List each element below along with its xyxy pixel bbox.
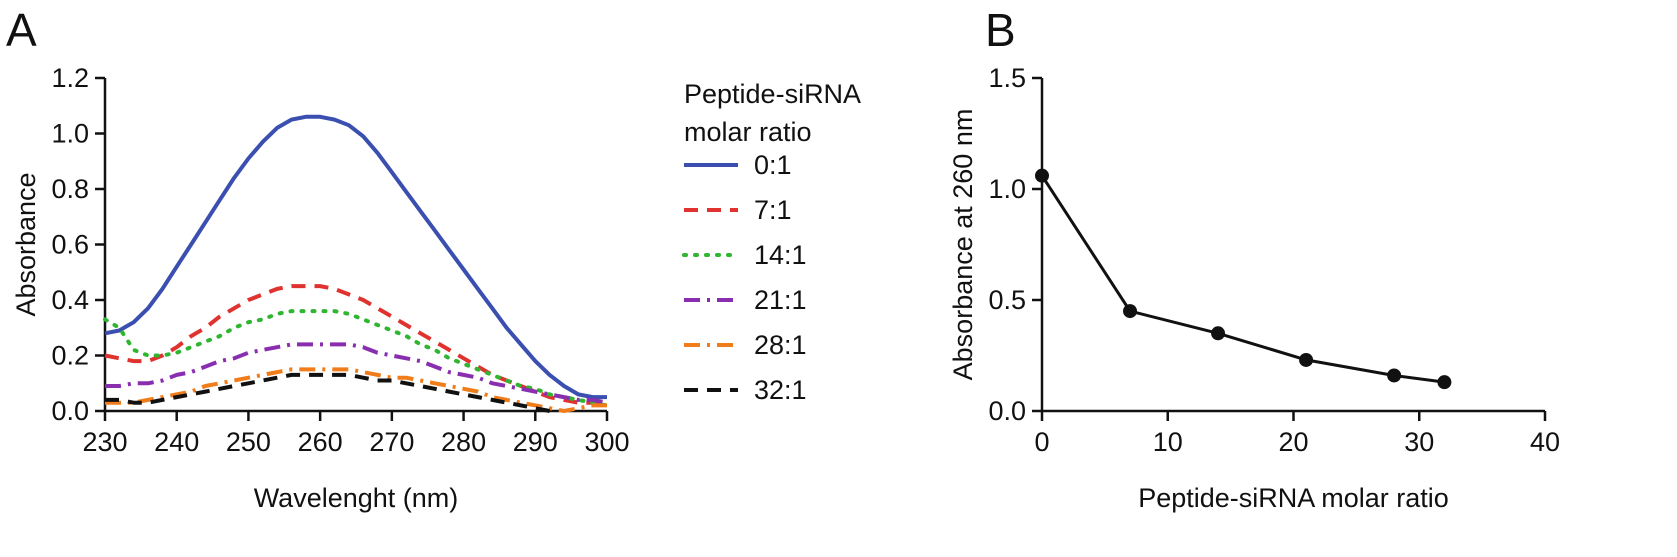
a-y-axis-title: Absorbance xyxy=(11,172,41,316)
legend-title-line: molar ratio xyxy=(684,117,812,147)
a-y-tick-label: 1.2 xyxy=(51,63,89,93)
series-line-21-1 xyxy=(105,342,608,405)
b-x-tick-label: 10 xyxy=(1153,427,1183,457)
b-x-tick-label: 0 xyxy=(1034,427,1049,457)
series-line-14-1 xyxy=(103,309,609,408)
a-x-tick-label: 290 xyxy=(513,427,558,457)
a-x-tick-label: 280 xyxy=(441,427,486,457)
legend-label-28-1: 28:1 xyxy=(754,330,807,360)
chart-b-absorbance-vs-ratio: 0.0 0.5 1.0 1.5 0 10 20 30 40 Peptide-siRNA molar… xyxy=(948,63,1560,513)
legend-label-14-1: 14:1 xyxy=(754,240,807,270)
b-x-tick-label: 30 xyxy=(1404,427,1434,457)
a-x-tick-label: 240 xyxy=(154,427,199,457)
series-line-7-1 xyxy=(104,284,607,405)
data-point-21 xyxy=(1299,352,1314,367)
b-y-axis-title: Absorbance at 260 nm xyxy=(948,109,978,381)
a-x-tick-label: 260 xyxy=(298,427,343,457)
legend-title-line: Peptide-siRNA xyxy=(684,79,861,109)
series-line-ratio xyxy=(1040,174,1445,384)
data-point-7 xyxy=(1123,304,1138,319)
data-point-28 xyxy=(1387,368,1402,383)
a-y-tick-label: 0.4 xyxy=(51,285,89,315)
a-x-tick-label: 270 xyxy=(369,427,414,457)
data-point-14 xyxy=(1211,326,1226,341)
b-y-tick-label: 0.5 xyxy=(988,285,1026,315)
a-x-tick-label: 230 xyxy=(82,427,127,457)
panel-a-label: A xyxy=(6,4,37,56)
a-y-tick-label: 0.0 xyxy=(51,396,89,426)
data-point-0 xyxy=(1035,168,1049,183)
b-x-tick-label: 40 xyxy=(1530,427,1560,457)
b-y-tick-label: 1.5 xyxy=(988,63,1026,93)
a-x-axis-title: Wavelenght (nm) xyxy=(254,483,459,513)
b-x-axis-title: Peptide-siRNA molar ratio xyxy=(1138,483,1449,513)
legend-label-0-1: 0:1 xyxy=(754,150,792,180)
panel-b-label: B xyxy=(985,4,1016,56)
series-line-28-1 xyxy=(105,367,607,413)
a-x-tick-label: 250 xyxy=(226,427,271,457)
a-y-tick-label: 0.6 xyxy=(51,230,89,260)
a-y-tick-label: 1.0 xyxy=(51,119,89,149)
a-x-tick-label: 300 xyxy=(584,427,629,457)
legend-label-21-1: 21:1 xyxy=(754,285,807,315)
series-line-0-1 xyxy=(104,114,607,400)
legend-label-7-1: 7:1 xyxy=(754,195,792,225)
b-y-tick-label: 0.0 xyxy=(988,396,1026,426)
a-y-tick-label: 0.2 xyxy=(51,341,89,371)
data-point-32 xyxy=(1437,375,1452,390)
b-y-tick-label: 1.0 xyxy=(988,174,1026,204)
a-y-tick-label: 0.8 xyxy=(51,174,89,204)
b-x-tick-label: 20 xyxy=(1278,427,1308,457)
chart-a-absorbance-spectra: 0.0 0.2 0.4 0.6 0.8 1.0 1.2 230 240 250 260 270 280 2… xyxy=(11,63,630,513)
series-line-32-1 xyxy=(105,372,550,413)
legend-label-32-1: 32:1 xyxy=(754,375,807,405)
